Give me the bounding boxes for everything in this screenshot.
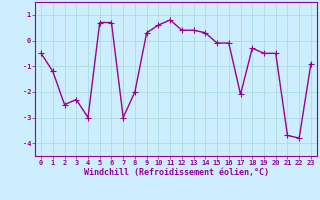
X-axis label: Windchill (Refroidissement éolien,°C): Windchill (Refroidissement éolien,°C) [84, 168, 268, 177]
